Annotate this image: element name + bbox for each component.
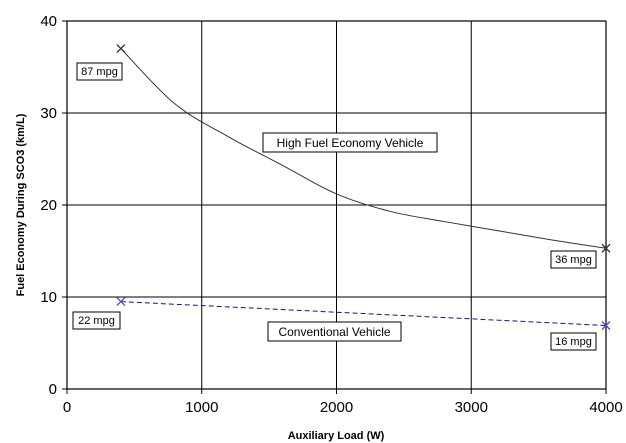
- callout-box: [72, 311, 121, 330]
- series-label-1: Conventional Vehicle: [267, 321, 402, 342]
- series-label-text: High Fuel Economy Vehicle: [277, 136, 424, 150]
- series-line-1: [120, 301, 607, 327]
- tick-layer: 0 1000 2000 3000 4000 0 10 20 30 40: [40, 13, 622, 416]
- series-label-box: [262, 132, 438, 153]
- callout-0-1: 36 mpg: [550, 250, 597, 269]
- callout-layer: 87 mpg 36 mpg 22 mpg 16 mpg: [72, 62, 597, 351]
- callout-label: 16 mpg: [555, 336, 592, 348]
- x-tick-label: 2000: [320, 399, 353, 416]
- x-tick-label: 1000: [185, 399, 218, 416]
- callout-label: 36 mpg: [555, 254, 592, 266]
- y-tick-label: 30: [40, 105, 57, 122]
- series-0-marker-1: [601, 243, 611, 253]
- marker-layer: [116, 44, 611, 330]
- callout-box: [550, 332, 597, 351]
- y-tick-label: 40: [40, 13, 57, 30]
- callout-box: [550, 250, 597, 269]
- series-line-0: [120, 48, 607, 249]
- series-1-marker-0: [116, 297, 126, 307]
- series-label-layer: High Fuel Economy Vehicle Conventional Ve…: [262, 132, 438, 342]
- callout-0-0: 87 mpg: [76, 62, 123, 81]
- x-tick-label: 3000: [455, 399, 488, 416]
- callout-label: 87 mpg: [81, 66, 118, 78]
- callout-box: [76, 62, 123, 81]
- series-label-box: [267, 321, 402, 342]
- series-layer: [120, 48, 607, 327]
- y-tick-label: 20: [40, 197, 57, 214]
- x-tick-label: 0: [63, 399, 71, 416]
- y-tick-label: 10: [40, 289, 57, 306]
- series-0-marker-0: [116, 44, 126, 54]
- callout-1-0: 22 mpg: [72, 311, 121, 330]
- y-tick-label: 0: [49, 381, 57, 398]
- x-axis-title: Auxiliary Load (W): [288, 430, 385, 442]
- callout-label: 22 mpg: [78, 315, 115, 327]
- callout-1-1: 16 mpg: [550, 332, 597, 351]
- x-tick-label: 4000: [589, 399, 622, 416]
- y-axis-title: Fuel Economy During SCO3 (km/L): [15, 113, 27, 296]
- series-label-text: Conventional Vehicle: [278, 325, 390, 339]
- series-1-marker-1: [601, 321, 611, 330]
- series-label-0: High Fuel Economy Vehicle: [262, 132, 438, 153]
